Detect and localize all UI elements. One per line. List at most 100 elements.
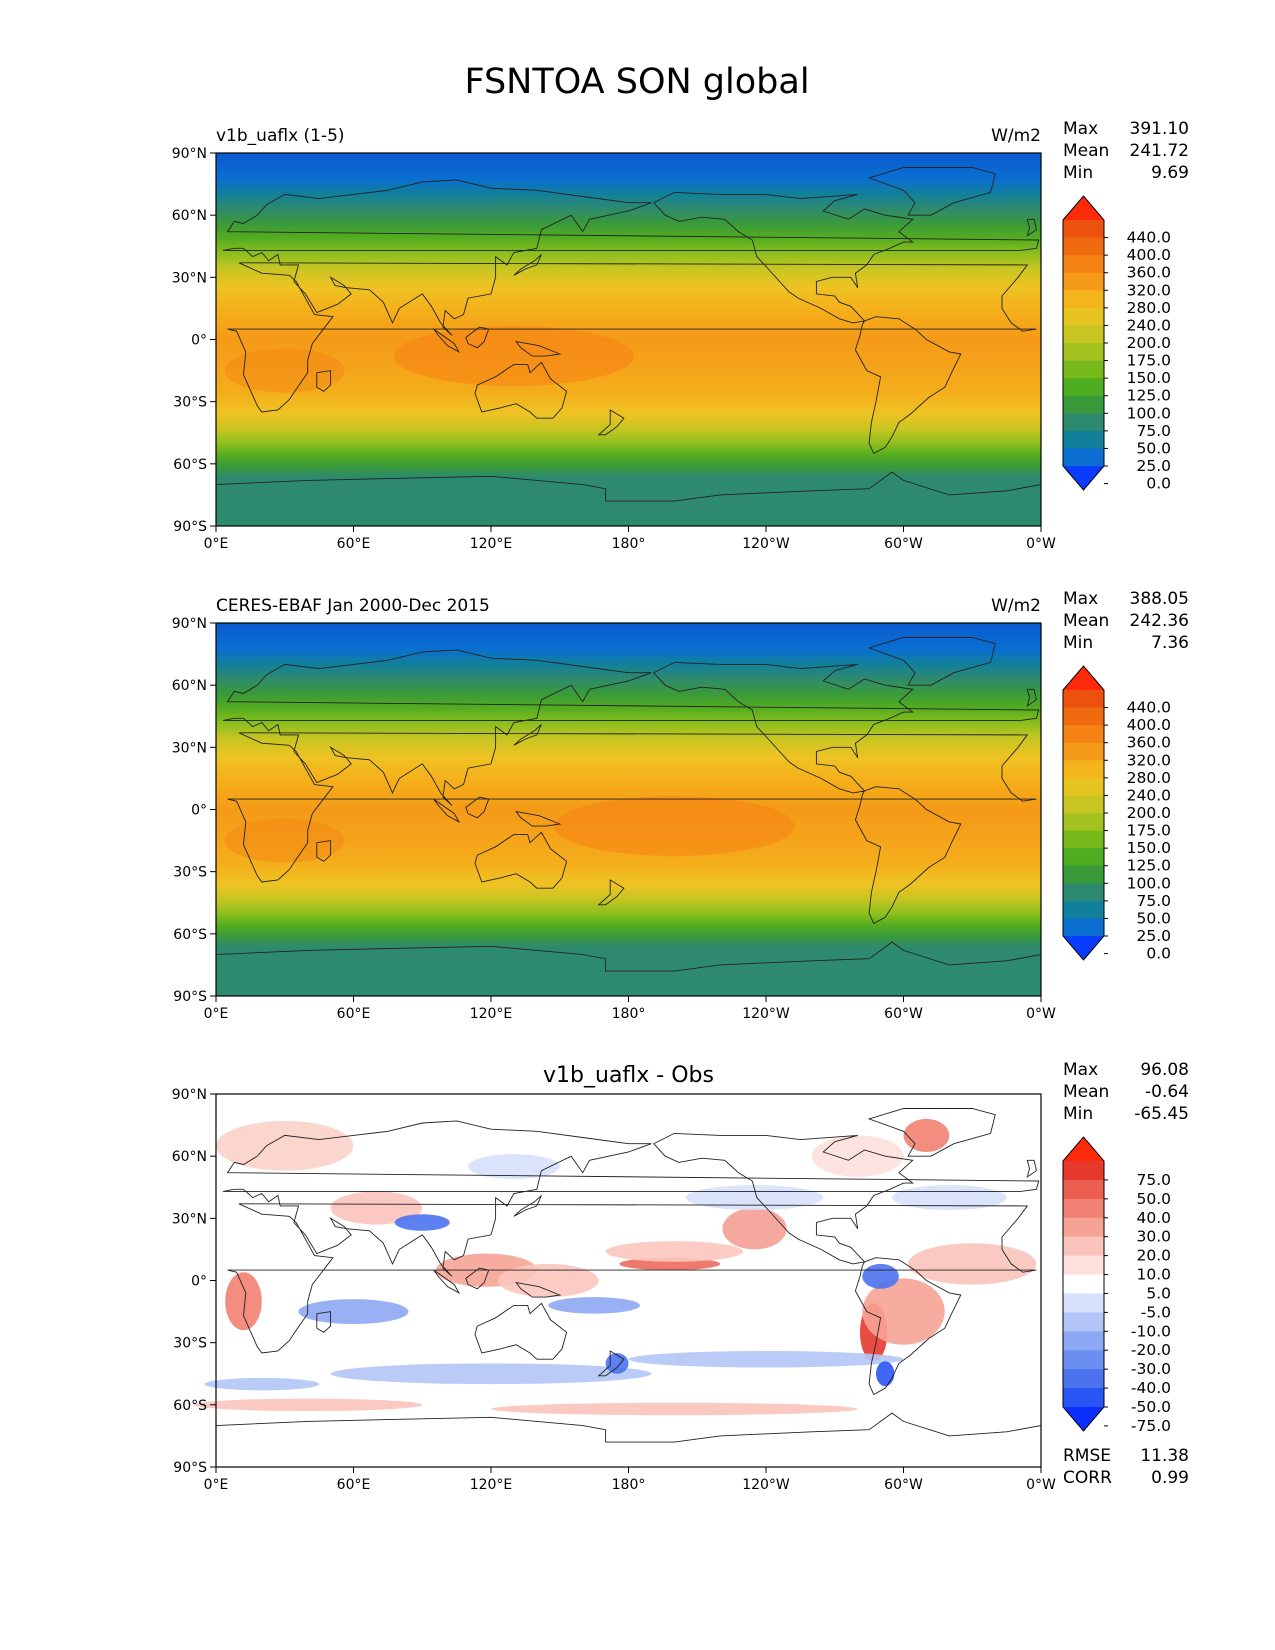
colorbar-tick-label: 240.0 bbox=[1127, 316, 1171, 334]
diff-region bbox=[862, 1278, 945, 1345]
colorbar-tick-label: 175.0 bbox=[1127, 822, 1171, 840]
stat-label-corr: CORR bbox=[1063, 1468, 1112, 1488]
x-tick-label: 120°W bbox=[742, 536, 790, 552]
colorbar-segment bbox=[1063, 690, 1104, 709]
x-tick-label: 60°E bbox=[337, 536, 371, 552]
x-tick-label: 0°W bbox=[1026, 1477, 1056, 1493]
diff-region bbox=[908, 1243, 1037, 1285]
colorbar-segment bbox=[1063, 1236, 1104, 1257]
x-tick-label: 0°W bbox=[1026, 536, 1056, 552]
colorbar-extend-min bbox=[1063, 936, 1104, 960]
colorbar-tick-label: 150.0 bbox=[1127, 369, 1171, 387]
y-tick-label: 30°N bbox=[172, 1211, 207, 1227]
colorbar-extend-max bbox=[1063, 196, 1104, 220]
map-panel-2: 90°N 60°N 30°N 0° 30°S 60°S 90°S0°E 60°E 120°E 18… bbox=[172, 589, 1189, 1022]
colorbar-segment bbox=[1063, 1293, 1104, 1313]
x-tick-label: 180° bbox=[612, 1477, 646, 1493]
panel-units: W/m2 bbox=[991, 126, 1041, 146]
colorbar-tick-label: 100.0 bbox=[1127, 874, 1171, 892]
colorbar: 440.0400.0360.0320.0280.0240.0200.0175.0… bbox=[1062, 665, 1171, 963]
stat-label-mean: Mean bbox=[1063, 141, 1109, 161]
y-tick-label: 0° bbox=[191, 803, 207, 819]
stat-label-mean: Mean bbox=[1063, 611, 1109, 631]
colorbar-segment bbox=[1063, 707, 1104, 726]
y-tick-label: 30°N bbox=[172, 740, 207, 756]
x-tick-label: 120°E bbox=[470, 1006, 513, 1022]
stat-value-max: 388.05 bbox=[1130, 589, 1189, 609]
colorbar-segment bbox=[1063, 848, 1104, 867]
colorbar-tick-label: 75.0 bbox=[1136, 422, 1171, 440]
colorbar-segment bbox=[1063, 1388, 1104, 1408]
colorbar-segment bbox=[1063, 1369, 1104, 1389]
colorbar-tick-label: 30.0 bbox=[1136, 1228, 1171, 1246]
colorbar-segment bbox=[1063, 448, 1104, 467]
stat-label-max: Max bbox=[1063, 119, 1098, 139]
y-tick-label: 60°S bbox=[173, 1398, 207, 1414]
colorbar: 440.0400.0360.0320.0280.0240.0200.0175.0… bbox=[1062, 195, 1171, 493]
colorbar-segment bbox=[1063, 290, 1104, 309]
diff-region bbox=[862, 1263, 899, 1289]
y-tick-label: 90°N bbox=[172, 146, 207, 162]
colorbar-segment bbox=[1063, 883, 1104, 902]
colorbar-segment bbox=[1063, 413, 1104, 432]
colorbar-segment bbox=[1063, 430, 1104, 450]
stat-value-mean: -0.64 bbox=[1145, 1082, 1189, 1102]
colorbar-tick-label: 25.0 bbox=[1136, 457, 1171, 475]
colorbar-tick-label: 280.0 bbox=[1127, 299, 1171, 317]
colorbar-segment bbox=[1063, 395, 1104, 414]
stat-label-max: Max bbox=[1063, 589, 1098, 609]
colorbar-tick-label: 50.0 bbox=[1136, 909, 1171, 927]
stat-label-min: Min bbox=[1063, 633, 1093, 653]
map-field-max-region bbox=[393, 326, 634, 387]
y-tick-label: 30°S bbox=[173, 1336, 207, 1352]
diff-region bbox=[225, 1272, 262, 1331]
colorbar-tick-label: 200.0 bbox=[1127, 804, 1171, 822]
diff-region bbox=[605, 1353, 629, 1374]
colorbar-segment bbox=[1063, 865, 1104, 884]
colorbar-segment bbox=[1063, 1331, 1104, 1351]
x-tick-label: 60°W bbox=[884, 536, 923, 552]
colorbar-segment bbox=[1063, 220, 1104, 239]
diff-region bbox=[628, 1350, 904, 1368]
diff-region bbox=[605, 1241, 744, 1262]
y-tick-label: 60°N bbox=[172, 678, 207, 694]
x-tick-label: 120°W bbox=[742, 1006, 790, 1022]
panel-title-left: v1b_uaflx (1-5) bbox=[216, 126, 345, 146]
colorbar-tick-label: -10.0 bbox=[1131, 1322, 1171, 1340]
colorbar-segment bbox=[1063, 900, 1104, 920]
coastline bbox=[215, 1108, 1042, 1468]
colorbar-extend-max bbox=[1063, 666, 1104, 690]
stat-value-mean: 241.72 bbox=[1130, 141, 1189, 161]
colorbar-segment bbox=[1063, 378, 1104, 397]
colorbar-tick-label: 200.0 bbox=[1127, 334, 1171, 352]
colorbar-tick-label: 50.0 bbox=[1136, 1190, 1171, 1208]
diff-region bbox=[722, 1207, 787, 1250]
colorbar-segment bbox=[1063, 325, 1104, 344]
diff-region bbox=[216, 1120, 354, 1171]
panel-title-left: CERES-EBAF Jan 2000-Dec 2015 bbox=[216, 596, 490, 616]
colorbar-tick-label: 280.0 bbox=[1127, 769, 1171, 787]
colorbar-extend-min bbox=[1063, 466, 1104, 490]
stat-label-min: Min bbox=[1063, 163, 1093, 183]
colorbar-tick-label: 125.0 bbox=[1127, 857, 1171, 875]
y-tick-label: 60°N bbox=[172, 208, 207, 224]
colorbar-segment bbox=[1063, 1274, 1104, 1295]
stat-value-min: 7.36 bbox=[1151, 633, 1189, 653]
map-panel-1: 90°N 60°N 30°N 0° 30°S 60°S 90°S0°E 60°E 120°E 18… bbox=[172, 119, 1189, 552]
colorbar-tick-label: -50.0 bbox=[1131, 1398, 1171, 1416]
x-tick-label: 60°E bbox=[337, 1006, 371, 1022]
diff-region bbox=[193, 1398, 423, 1412]
colorbar-tick-label: 150.0 bbox=[1127, 839, 1171, 857]
colorbar-tick-label: 240.0 bbox=[1127, 786, 1171, 804]
colorbar-segment bbox=[1063, 1179, 1104, 1200]
colorbar-segment bbox=[1063, 830, 1104, 849]
colorbar-segment bbox=[1063, 777, 1104, 797]
colorbar-segment bbox=[1063, 742, 1104, 761]
diff-region bbox=[892, 1185, 1007, 1211]
page-title: FSNTOA SON global bbox=[464, 62, 809, 102]
y-tick-label: 0° bbox=[191, 333, 207, 349]
colorbar-tick-label: 20.0 bbox=[1136, 1247, 1171, 1265]
diff-region bbox=[330, 1191, 423, 1225]
diff-region bbox=[204, 1377, 320, 1391]
